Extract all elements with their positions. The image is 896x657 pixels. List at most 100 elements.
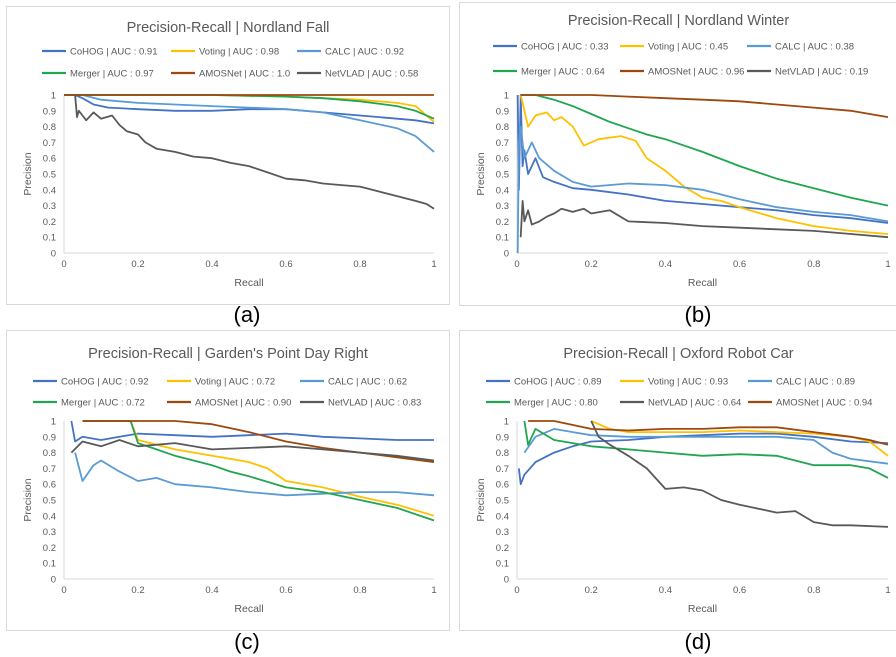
chart-title: Precision-Recall | Oxford Robot Car <box>563 346 793 362</box>
y-tick-label: 0.4 <box>496 511 509 522</box>
y-tick-label: 0 <box>51 575 56 586</box>
legend-label: NetVLAD | AUC : 0.58 <box>325 69 418 80</box>
y-tick-label: 0.3 <box>43 201 56 212</box>
y-tick-label: 0 <box>51 249 56 260</box>
legend-item-calc: CALC | AUC : 0.38 <box>747 42 854 53</box>
legend-label: NetVLAD | AUC : 0.19 <box>775 67 868 78</box>
y-tick-label: 0.8 <box>43 448 56 459</box>
series-line-amosnet <box>82 420 435 463</box>
legend-item-voting: Voting | AUC : 0.72 <box>167 377 275 388</box>
legend-label: Voting | AUC : 0.45 <box>648 42 728 53</box>
y-tick-label: 0.6 <box>43 480 56 491</box>
y-tick-label: 0.8 <box>43 122 56 133</box>
series-line-cohog <box>518 432 889 486</box>
x-tick-label: 0.2 <box>131 585 144 596</box>
series-line-calc <box>74 452 435 497</box>
legend-label: CALC | AUC : 0.38 <box>775 42 854 53</box>
y-tick-label: 1 <box>51 417 56 428</box>
legend-item-cohog: CoHOG | AUC : 0.89 <box>486 377 601 388</box>
x-tick-label: 0 <box>514 585 519 596</box>
y-tick-label: 0 <box>504 249 509 260</box>
y-tick-label: 0.2 <box>496 543 509 554</box>
caption-c: (c) <box>234 629 260 654</box>
caption-d: (d) <box>684 629 712 654</box>
series-line-merger <box>82 420 435 522</box>
y-axis-label: Precision <box>475 478 487 521</box>
pr-chart-d: Precision-Recall | Oxford Robot Car CoHOG… <box>475 346 891 615</box>
x-tick-label: 0 <box>61 259 66 270</box>
x-tick-label: 0.4 <box>205 585 218 596</box>
y-tick-label: 0.1 <box>43 559 56 570</box>
y-tick-label: 0.5 <box>43 496 56 507</box>
y-axis-label: Precision <box>475 152 487 195</box>
y-tick-label: 0.9 <box>496 432 509 443</box>
series-line-netvlad <box>70 439 435 462</box>
legend-label: Merger | AUC : 0.80 <box>514 398 598 409</box>
legend-item-cohog: CoHOG | AUC : 0.91 <box>42 47 157 58</box>
legend-item-amosnet: AMOSNet | AUC : 0.90 <box>167 398 291 409</box>
series-line-netvlad <box>590 420 889 528</box>
x-axis-label: Recall <box>234 277 263 289</box>
series-line-cohog <box>64 94 435 125</box>
y-tick-label: 0.6 <box>43 154 56 165</box>
x-axis-label: Recall <box>688 277 717 289</box>
y-tick-label: 1 <box>504 91 509 102</box>
y-tick-label: 0.9 <box>43 106 56 117</box>
legend-label: CoHOG | AUC : 0.91 <box>70 47 157 58</box>
legend-label: AMOSNet | AUC : 0.94 <box>776 398 872 409</box>
pr-chart-b: Precision-Recall | Nordland Winter CoHOG … <box>475 13 891 289</box>
series-line-calc <box>523 428 889 465</box>
x-tick-label: 0.8 <box>353 259 366 270</box>
x-tick-label: 0.6 <box>279 585 292 596</box>
chart-panel-a: Precision-Recall | Nordland Fall CoHOG | … <box>6 6 450 305</box>
y-tick-label: 0.3 <box>496 527 509 538</box>
y-tick-label: 0.2 <box>43 217 56 228</box>
x-tick-label: 0.6 <box>733 259 746 270</box>
y-tick-label: 0.3 <box>496 201 509 212</box>
legend-item-netvlad: NetVLAD | AUC : 0.58 <box>297 69 418 80</box>
x-tick-label: 0.2 <box>585 585 598 596</box>
legend-item-netvlad: NetVLAD | AUC : 0.19 <box>747 67 868 78</box>
x-tick-label: 0.6 <box>279 259 292 270</box>
legend-label: Voting | AUC : 0.93 <box>648 377 728 388</box>
y-tick-label: 0.6 <box>496 154 509 165</box>
legend-item-calc: CALC | AUC : 0.89 <box>748 377 855 388</box>
caption-b: (b) <box>684 302 712 327</box>
legend-item-voting: Voting | AUC : 0.45 <box>620 42 728 53</box>
chart-title: Precision-Recall | Garden's Point Day Ri… <box>88 346 368 362</box>
legend-item-netvlad: NetVLAD | AUC : 0.64 <box>620 398 741 409</box>
legend-item-merger: Merger | AUC : 0.64 <box>493 67 605 78</box>
legend-item-merger: Merger | AUC : 0.72 <box>33 398 145 409</box>
legend-item-calc: CALC | AUC : 0.62 <box>300 377 407 388</box>
legend-label: AMOSNet | AUC : 0.90 <box>195 398 291 409</box>
y-tick-label: 0.1 <box>43 233 56 244</box>
series-line-netvlad <box>519 199 889 239</box>
y-tick-label: 0.2 <box>43 543 56 554</box>
y-tick-label: 0.6 <box>496 480 509 491</box>
y-tick-label: 0.4 <box>43 511 56 522</box>
chart-panel-c: Precision-Recall | Garden's Point Day Ri… <box>6 330 450 631</box>
series-line-amosnet <box>520 94 889 118</box>
series-line-netvlad <box>74 94 435 210</box>
legend-label: CoHOG | AUC : 0.89 <box>514 377 601 388</box>
series-line-cohog <box>516 94 889 224</box>
series-line-cohog <box>70 420 434 443</box>
pr-chart-a: Precision-Recall | Nordland Fall CoHOG | … <box>22 20 437 289</box>
x-tick-label: 0.8 <box>353 585 366 596</box>
y-axis-label: Precision <box>22 478 34 521</box>
legend-label: CALC | AUC : 0.62 <box>328 377 407 388</box>
y-tick-label: 0.7 <box>496 464 509 475</box>
y-tick-label: 0.7 <box>496 138 509 149</box>
y-tick-label: 0.4 <box>43 185 56 196</box>
y-tick-label: 0.8 <box>496 122 509 133</box>
x-tick-label: 0.2 <box>585 259 598 270</box>
y-tick-label: 0.5 <box>496 496 509 507</box>
y-tick-label: 0.5 <box>43 170 56 181</box>
x-tick-label: 0.4 <box>659 585 672 596</box>
x-tick-label: 1 <box>431 259 436 270</box>
y-tick-label: 0.7 <box>43 138 56 149</box>
legend-item-calc: CALC | AUC : 0.92 <box>297 47 404 58</box>
x-tick-label: 0.4 <box>205 259 218 270</box>
legend-label: CALC | AUC : 0.92 <box>325 47 404 58</box>
x-tick-label: 0.2 <box>131 259 144 270</box>
